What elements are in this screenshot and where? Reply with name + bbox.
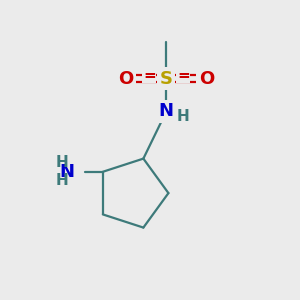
Text: =: =: [143, 68, 156, 82]
Text: =: =: [177, 68, 190, 82]
Text: O: O: [199, 70, 214, 88]
Text: N: N: [159, 102, 174, 120]
Text: S: S: [160, 70, 173, 88]
Text: O: O: [118, 70, 134, 88]
Text: H: H: [56, 155, 68, 170]
Text: H: H: [56, 173, 68, 188]
Text: H: H: [176, 109, 189, 124]
Text: N: N: [60, 163, 75, 181]
